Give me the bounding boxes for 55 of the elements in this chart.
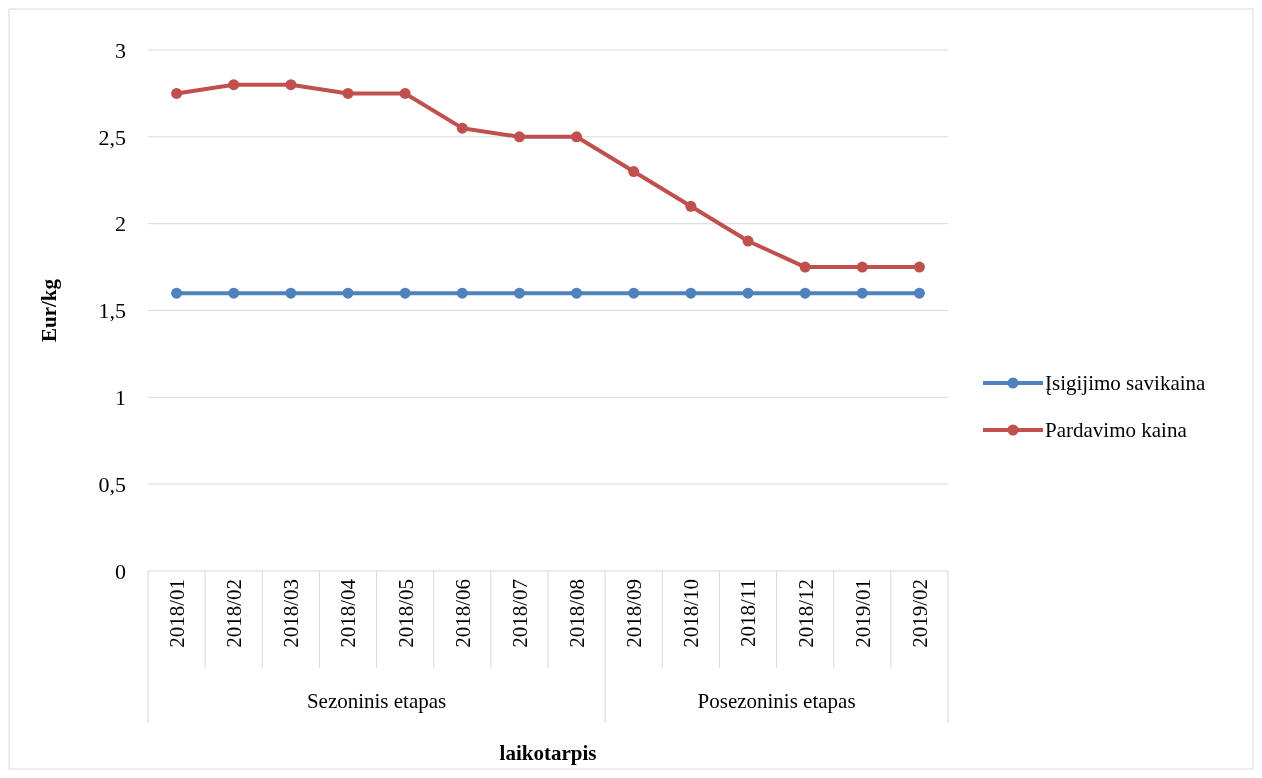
x-tick-label: 2018/01 [164, 579, 189, 648]
point [228, 79, 240, 91]
legend-label: Pardavimo kaina [1045, 418, 1188, 443]
point [171, 87, 183, 99]
point [342, 87, 354, 99]
point [742, 235, 754, 247]
text: Posezoninis etapas [697, 689, 856, 713]
x-tick-label: 2018/05 [393, 579, 418, 648]
y-tick-label: 1,5 [98, 298, 126, 324]
x-tick-label: 2018/08 [564, 579, 589, 648]
point [685, 200, 697, 212]
point [628, 287, 640, 299]
point [913, 261, 925, 273]
point [285, 79, 297, 91]
x-tick-label: 2018/03 [279, 579, 304, 648]
x-tick-label: 2019/01 [850, 579, 875, 648]
text: Sezoninis etapas [306, 689, 447, 713]
x-tick-label: 2018/06 [450, 579, 475, 648]
x-tick-label: 2018/07 [507, 579, 532, 648]
point [513, 287, 525, 299]
y-tick-label: 2 [115, 211, 126, 237]
y-axis-title: Eur/kg [37, 278, 61, 343]
y-tick-label: 1 [115, 385, 126, 411]
point [228, 287, 240, 299]
point [456, 287, 468, 299]
point [856, 287, 868, 299]
x-tick-label: 2018/11 [736, 579, 761, 648]
point [685, 287, 697, 299]
x-axis-title: laikotarpis [499, 741, 597, 765]
x-tick-label: 2019/02 [907, 579, 932, 648]
point [742, 287, 754, 299]
legend-label: Įsigijimo savikaina [1045, 371, 1207, 396]
point [456, 122, 468, 134]
point [285, 287, 297, 299]
y-tick-label: 0,5 [98, 471, 126, 497]
x-tick-label: 2018/10 [679, 579, 704, 648]
y-tick-label: 2,5 [98, 124, 126, 150]
point [399, 87, 411, 99]
x-tick-label: 2018/02 [222, 579, 247, 648]
point [399, 287, 411, 299]
point [913, 287, 925, 299]
point [171, 287, 183, 299]
point [571, 287, 583, 299]
x-tick-label: 2018/09 [622, 579, 647, 648]
point [628, 166, 640, 178]
point [571, 131, 583, 143]
point [799, 287, 811, 299]
y-tick-label: 0 [115, 558, 126, 584]
y-tick-label: 3 [115, 37, 126, 63]
x-tick-label: 2018/04 [336, 578, 361, 648]
point [342, 287, 354, 299]
x-tick-label: 2018/12 [793, 579, 818, 648]
point [513, 131, 525, 143]
point [799, 261, 811, 273]
point [856, 261, 868, 273]
